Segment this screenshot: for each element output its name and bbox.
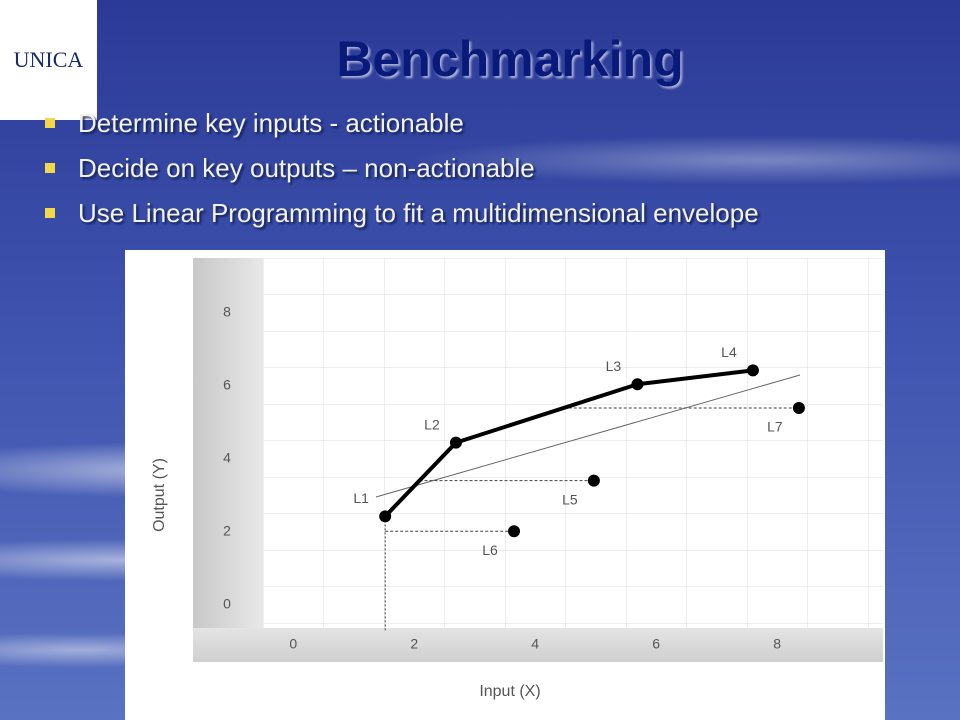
point-label: L3: [606, 358, 622, 374]
plot-grid: [263, 258, 883, 628]
slide-title: Benchmarking: [336, 31, 684, 87]
bullet: Use Linear Programming to fit a multidim…: [45, 198, 759, 228]
bullet: Determine key inputs - actionable: [45, 108, 759, 138]
point: [792, 401, 805, 414]
y-axis-band: [193, 258, 263, 632]
point-label: L6: [482, 542, 498, 558]
point: [379, 510, 392, 523]
point: [631, 378, 644, 391]
point-label: L7: [767, 419, 783, 435]
x-tick-label: 8: [773, 636, 781, 652]
point-label: L5: [562, 491, 578, 507]
point: [449, 436, 462, 449]
frontier-line: [383, 368, 754, 518]
x-axis-label: Input (X): [479, 683, 540, 700]
y-tick-label: 0: [223, 595, 231, 611]
x-tick-label: 6: [652, 636, 660, 652]
point: [587, 474, 600, 487]
y-tick-label: 8: [223, 303, 231, 319]
point: [746, 364, 759, 377]
logo-text: UNICA: [13, 47, 84, 72]
y-axis-label: Output (Y): [151, 458, 168, 532]
logo: UNICA: [0, 0, 97, 120]
y-tick-label: 4: [223, 449, 231, 465]
point-label: L1: [353, 490, 369, 506]
bullet-list: Determine key inputs - actionable Decide…: [45, 108, 759, 243]
point: [508, 525, 521, 538]
point-label: L4: [721, 344, 737, 360]
x-tick-label: 2: [410, 636, 418, 652]
x-tick-label: 0: [289, 636, 297, 652]
regression-line: [375, 374, 801, 498]
bullet: Decide on key outputs – non-actionable: [45, 153, 759, 183]
y-tick-label: 6: [223, 376, 231, 392]
point-label: L2: [424, 416, 440, 432]
x-axis-band: [193, 628, 883, 662]
chart: Input (X) Output (Y) 0 2 4 6 8 0 2 4 6 8 L1 L2 L3 L4 L…: [125, 250, 885, 720]
y-tick-label: 2: [223, 522, 231, 538]
x-tick-label: 4: [531, 636, 539, 652]
